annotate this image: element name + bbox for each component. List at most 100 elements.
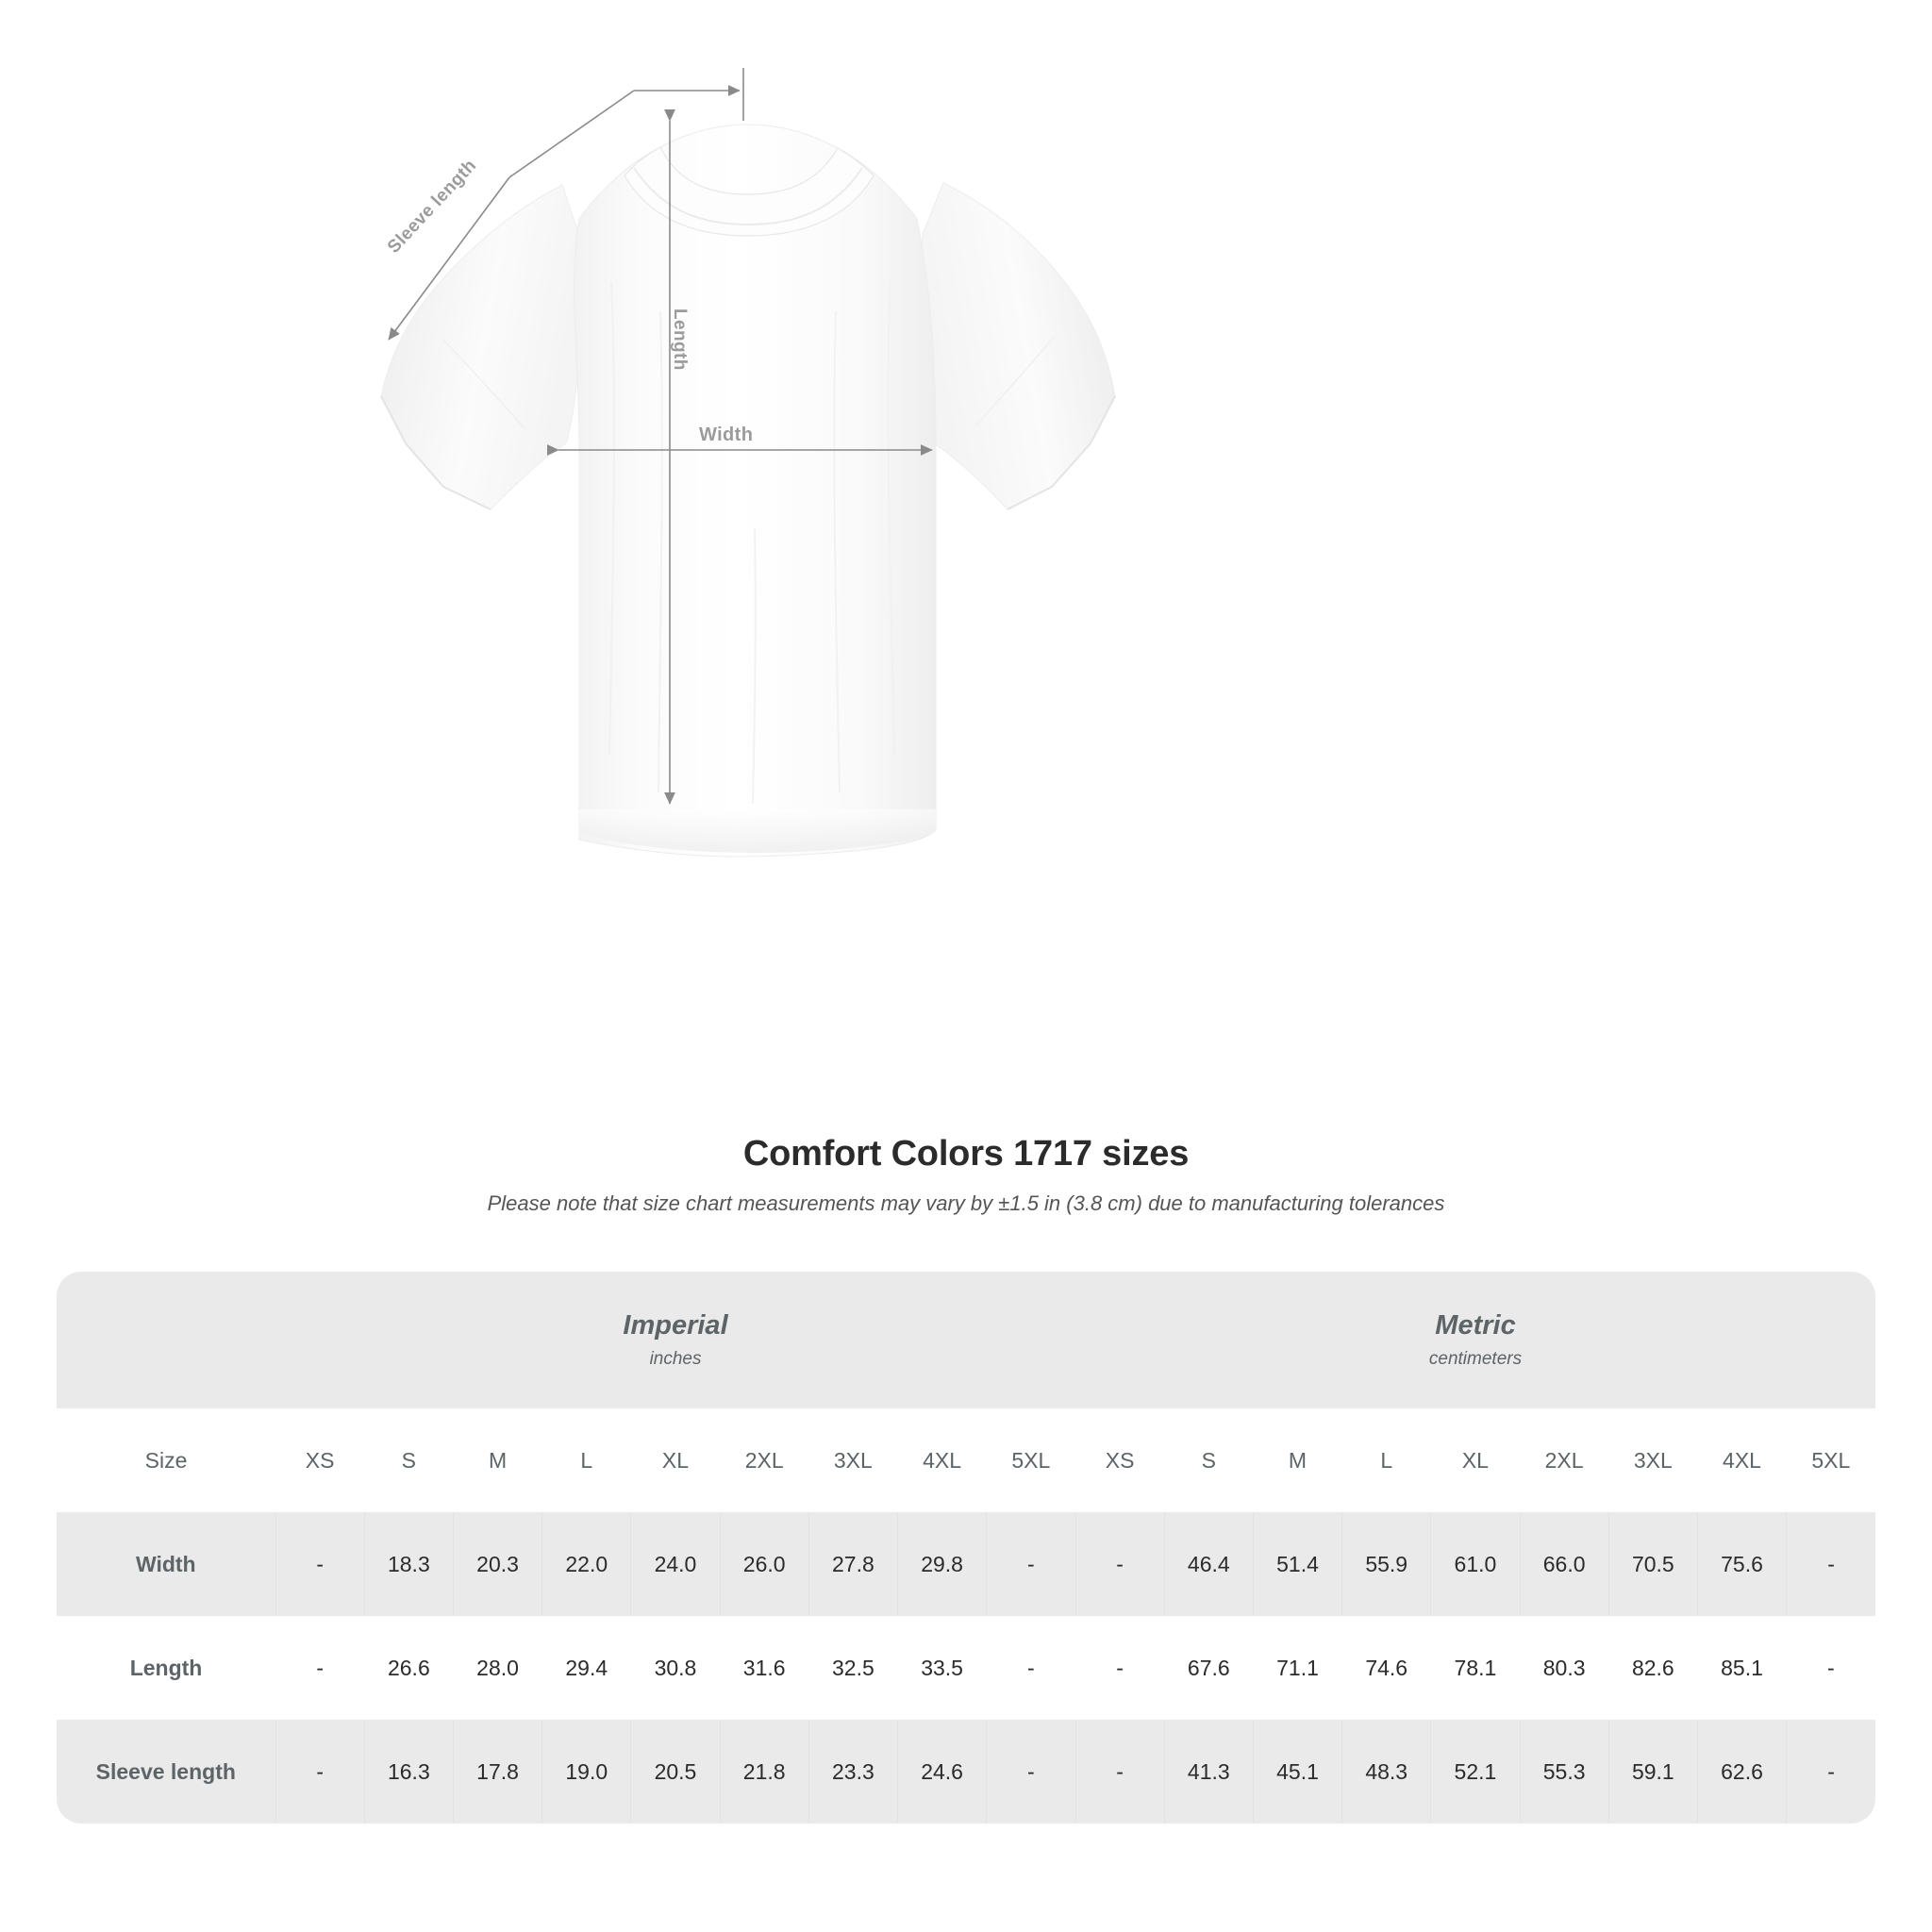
tshirt-illustration [380,68,1116,858]
cell-sleeve-length-metric-l: 48.3 [1341,1720,1431,1824]
cell-length-imperial-xl: 30.8 [630,1616,721,1720]
size-header-l-imperial: L [541,1408,631,1512]
cell-width-metric-m: 51.4 [1252,1512,1342,1616]
cell-sleeve-length-metric-5xl: - [1786,1720,1875,1824]
cell-width-metric-xl: 61.0 [1430,1512,1521,1616]
table-row: Width -18.3 20.3 22.0 24.0 26.0 27.8 29.8- -46.4… [57,1512,1875,1616]
tolerance-note: Please note that size chart measurements… [487,1191,1445,1215]
size-header-xl-metric: XL [1430,1408,1521,1512]
cell-length-imperial-xs: - [275,1616,365,1720]
size-header-2xl-metric: 2XL [1520,1408,1609,1512]
sleeve-length-guide [388,68,744,341]
cell-width-imperial-4xl: 29.8 [896,1512,987,1616]
cell-sleeve-length-imperial-4xl: 24.6 [896,1720,987,1824]
unit-group-name: Imperial [623,1310,728,1341]
size-header-5xl-imperial: 5XL [986,1408,1075,1512]
cell-width-imperial-xs: - [275,1512,365,1616]
page-title: Comfort Colors 1717 sizes [742,1134,1190,1174]
size-header-xs-imperial: XS [275,1408,365,1512]
cell-length-metric-5xl: - [1786,1616,1875,1720]
unit-group-metric: Metric centimeters [1075,1272,1875,1408]
cell-width-metric-xs: - [1074,1512,1165,1616]
unit-header-row: Imperial inches Metric centimeters [57,1272,1875,1408]
cell-width-imperial-xl: 24.0 [630,1512,721,1616]
size-header-m-metric: M [1253,1408,1342,1512]
cell-sleeve-length-metric-s: 41.3 [1163,1720,1254,1824]
cell-width-metric-l: 55.9 [1341,1512,1431,1616]
cell-length-metric-xs: - [1075,1616,1165,1720]
cell-length-metric-xl: 78.1 [1430,1616,1521,1720]
cell-width-metric-4xl: 75.6 [1696,1512,1787,1616]
row-label-width: Width [57,1512,276,1616]
unit-group-name: Metric [1435,1310,1516,1341]
tshirt-diagram: Sleeve length Length Width [380,68,1116,858]
cell-sleeve-length-imperial-2xl: 21.8 [719,1720,809,1824]
cell-length-metric-l: 74.6 [1341,1616,1431,1720]
cell-length-imperial-4xl: 33.5 [897,1616,987,1720]
size-chart-table: Imperial inches Metric centimeters Size XS S M L… [57,1272,1875,1824]
cell-width-metric-2xl: 66.0 [1519,1512,1609,1616]
size-header-5xl-metric: 5XL [1786,1408,1875,1512]
cell-width-metric-5xl: - [1786,1512,1875,1616]
size-header-4xl-metric: 4XL [1697,1408,1787,1512]
cell-sleeve-length-metric-m: 45.1 [1252,1720,1342,1824]
size-header-2xl-imperial: 2XL [720,1408,809,1512]
size-header-row: Size XS S M L XL 2XL 3XL 4XL 5XL XS S M L XL 2XL 3XL 4XL 5… [57,1408,1875,1512]
cell-length-imperial-m: 28.0 [453,1616,542,1720]
measurement-guides [388,68,933,805]
cell-width-imperial-3xl: 27.8 [808,1512,898,1616]
cell-sleeve-length-imperial-xl: 20.5 [630,1720,721,1824]
cell-length-metric-s: 67.6 [1164,1616,1254,1720]
size-header-l-metric: L [1341,1408,1431,1512]
cell-sleeve-length-imperial-s: 16.3 [363,1720,454,1824]
unit-group-subtitle: centimeters [1428,1348,1523,1369]
table-row: Sleeve length -16.3 17.8 19.0 20.5 21.8 23.3 24… [57,1720,1875,1824]
cell-length-imperial-s: 26.6 [364,1616,454,1720]
cell-length-metric-4xl: 85.1 [1697,1616,1787,1720]
cell-length-imperial-l: 29.4 [541,1616,631,1720]
cell-length-imperial-3xl: 32.5 [808,1616,898,1720]
cell-width-imperial-m: 20.3 [452,1512,542,1616]
cell-sleeve-length-imperial-xs: - [275,1720,365,1824]
cell-sleeve-length-imperial-5xl: - [986,1720,1075,1824]
cell-width-imperial-l: 22.0 [541,1512,631,1616]
cell-width-imperial-s: 18.3 [363,1512,454,1616]
shirt-body-shape [380,124,1116,858]
size-header-3xl-metric: 3XL [1608,1408,1698,1512]
chart-heading: Comfort Colors 1717 sizes Please note th… [0,1134,1932,1216]
cell-length-metric-2xl: 80.3 [1520,1616,1609,1720]
unit-group-subtitle: inches [649,1348,702,1369]
cell-width-metric-s: 46.4 [1163,1512,1254,1616]
cell-sleeve-length-metric-xs: - [1074,1720,1165,1824]
cell-sleeve-length-metric-3xl: 59.1 [1607,1720,1698,1824]
width-label: Width [699,425,754,445]
length-label: Length [670,308,690,371]
unit-group-imperial: Imperial inches [275,1272,1075,1408]
cell-sleeve-length-metric-xl: 52.1 [1430,1720,1521,1824]
cell-sleeve-length-imperial-m: 17.8 [452,1720,542,1824]
cell-length-metric-m: 71.1 [1253,1616,1342,1720]
cell-sleeve-length-metric-4xl: 62.6 [1696,1720,1787,1824]
cell-width-imperial-5xl: - [986,1512,1075,1616]
size-header-4xl-imperial: 4XL [897,1408,987,1512]
table-row: Length -26.6 28.0 29.4 30.8 31.6 32.5 33.5- -67.… [57,1616,1875,1720]
size-header-xs-metric: XS [1075,1408,1165,1512]
cell-width-metric-3xl: 70.5 [1607,1512,1698,1616]
cell-length-metric-3xl: 82.6 [1608,1616,1698,1720]
cell-length-imperial-5xl: - [986,1616,1075,1720]
cell-sleeve-length-imperial-l: 19.0 [541,1720,631,1824]
row-label-sleeve-length: Sleeve length [57,1720,276,1824]
row-label-length: Length [57,1616,276,1720]
cell-sleeve-length-imperial-3xl: 23.3 [808,1720,898,1824]
size-chart-table-wrapper: Imperial inches Metric centimeters Size XS S M L… [57,1272,1875,1824]
size-header-3xl-imperial: 3XL [808,1408,898,1512]
size-header-s-metric: S [1164,1408,1254,1512]
cell-width-imperial-2xl: 26.0 [719,1512,809,1616]
size-column-header: Size [57,1408,276,1512]
size-header-m-imperial: M [453,1408,542,1512]
unit-row-corner-left [57,1272,276,1408]
size-header-s-imperial: S [364,1408,454,1512]
size-header-xl-imperial: XL [630,1408,721,1512]
cell-sleeve-length-metric-2xl: 55.3 [1519,1720,1609,1824]
cell-length-imperial-2xl: 31.6 [720,1616,809,1720]
